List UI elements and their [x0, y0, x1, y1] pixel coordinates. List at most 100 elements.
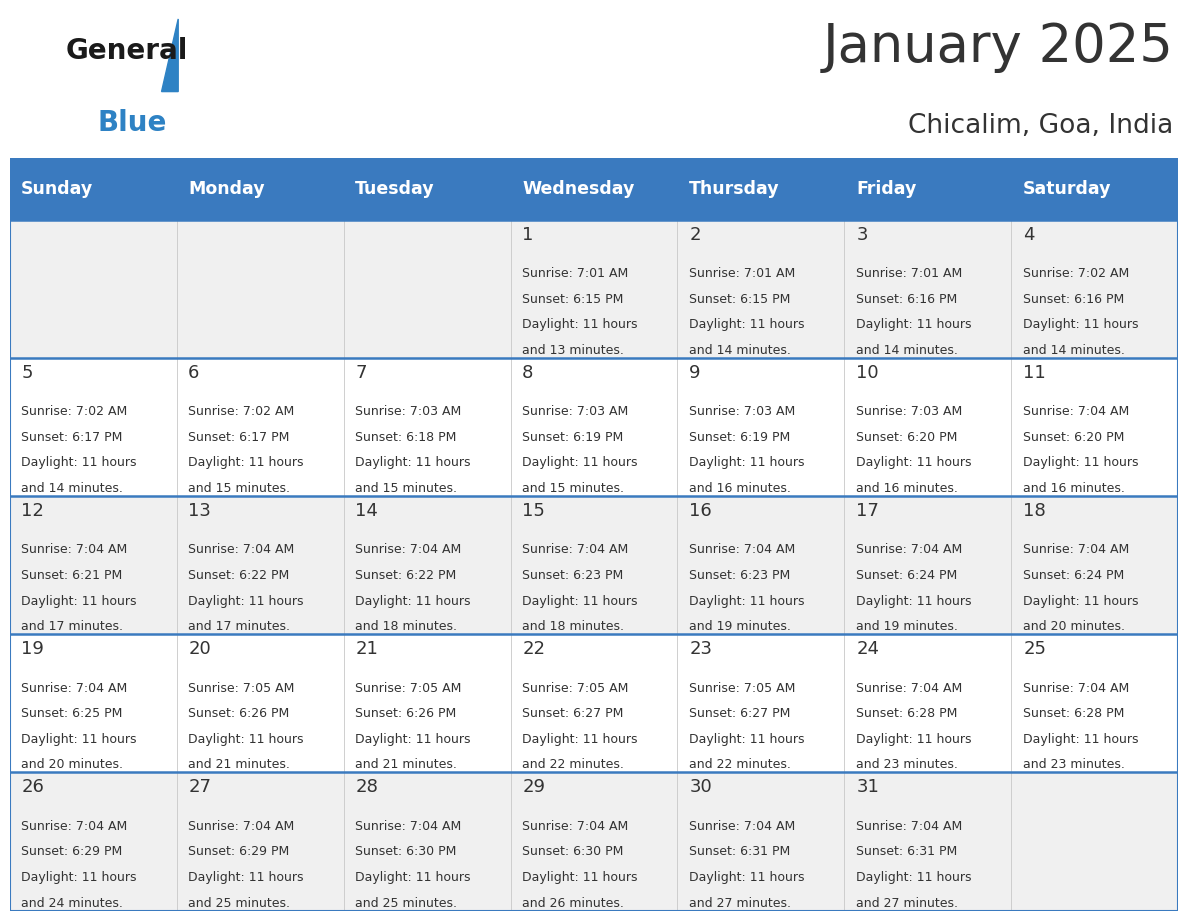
- Text: and 13 minutes.: and 13 minutes.: [523, 343, 624, 357]
- Text: Sunrise: 7:04 AM: Sunrise: 7:04 AM: [1023, 405, 1130, 419]
- Text: Sunset: 6:30 PM: Sunset: 6:30 PM: [355, 845, 456, 858]
- Bar: [511, 634, 677, 772]
- Text: Daylight: 11 hours: Daylight: 11 hours: [1023, 319, 1138, 331]
- Text: and 20 minutes.: and 20 minutes.: [21, 758, 124, 771]
- Text: and 27 minutes.: and 27 minutes.: [857, 897, 959, 910]
- Text: Daylight: 11 hours: Daylight: 11 hours: [21, 456, 137, 469]
- Text: Daylight: 11 hours: Daylight: 11 hours: [689, 595, 804, 608]
- Text: Daylight: 11 hours: Daylight: 11 hours: [188, 871, 304, 884]
- Text: Sunrise: 7:02 AM: Sunrise: 7:02 AM: [21, 405, 127, 419]
- Text: 8: 8: [523, 364, 533, 382]
- Text: Daylight: 11 hours: Daylight: 11 hours: [355, 733, 470, 745]
- Text: and 15 minutes.: and 15 minutes.: [523, 482, 624, 495]
- Text: Daylight: 11 hours: Daylight: 11 hours: [355, 456, 470, 469]
- Text: Daylight: 11 hours: Daylight: 11 hours: [21, 733, 137, 745]
- Text: Thursday: Thursday: [689, 180, 779, 197]
- Text: Daylight: 11 hours: Daylight: 11 hours: [523, 456, 638, 469]
- Text: 10: 10: [857, 364, 879, 382]
- Text: 6: 6: [188, 364, 200, 382]
- Text: Sunrise: 7:04 AM: Sunrise: 7:04 AM: [355, 820, 461, 833]
- Text: and 27 minutes.: and 27 minutes.: [689, 897, 791, 910]
- Text: and 14 minutes.: and 14 minutes.: [21, 482, 124, 495]
- Text: Sunrise: 7:05 AM: Sunrise: 7:05 AM: [523, 682, 628, 695]
- Text: Daylight: 11 hours: Daylight: 11 hours: [1023, 456, 1138, 469]
- Bar: [511, 358, 677, 496]
- Text: Sunrise: 7:04 AM: Sunrise: 7:04 AM: [1023, 543, 1130, 556]
- Text: Blue: Blue: [97, 109, 166, 137]
- Bar: [10, 772, 177, 911]
- Text: and 21 minutes.: and 21 minutes.: [355, 758, 457, 771]
- Text: Sunrise: 7:01 AM: Sunrise: 7:01 AM: [689, 267, 796, 280]
- Text: Sunrise: 7:04 AM: Sunrise: 7:04 AM: [21, 543, 127, 556]
- Text: Daylight: 11 hours: Daylight: 11 hours: [21, 871, 137, 884]
- Text: Sunrise: 7:04 AM: Sunrise: 7:04 AM: [21, 820, 127, 833]
- Bar: [677, 634, 845, 772]
- Text: Sunrise: 7:05 AM: Sunrise: 7:05 AM: [188, 682, 295, 695]
- Text: Sunset: 6:28 PM: Sunset: 6:28 PM: [857, 707, 958, 721]
- Text: and 16 minutes.: and 16 minutes.: [857, 482, 958, 495]
- Text: Sunset: 6:19 PM: Sunset: 6:19 PM: [523, 431, 624, 443]
- Bar: [1011, 358, 1178, 496]
- Bar: [10, 158, 177, 219]
- Text: and 16 minutes.: and 16 minutes.: [689, 482, 791, 495]
- Text: Sunrise: 7:04 AM: Sunrise: 7:04 AM: [523, 820, 628, 833]
- Text: Sunset: 6:26 PM: Sunset: 6:26 PM: [355, 707, 456, 721]
- Text: and 22 minutes.: and 22 minutes.: [689, 758, 791, 771]
- Text: Sunset: 6:29 PM: Sunset: 6:29 PM: [188, 845, 290, 858]
- Bar: [1011, 772, 1178, 911]
- Text: Sunrise: 7:03 AM: Sunrise: 7:03 AM: [355, 405, 461, 419]
- Text: Sunrise: 7:03 AM: Sunrise: 7:03 AM: [689, 405, 796, 419]
- Text: Daylight: 11 hours: Daylight: 11 hours: [355, 595, 470, 608]
- Bar: [177, 358, 343, 496]
- Bar: [677, 219, 845, 358]
- Text: Sunrise: 7:04 AM: Sunrise: 7:04 AM: [355, 543, 461, 556]
- Bar: [845, 158, 1011, 219]
- Text: Sunset: 6:20 PM: Sunset: 6:20 PM: [1023, 431, 1125, 443]
- Text: Daylight: 11 hours: Daylight: 11 hours: [188, 595, 304, 608]
- Text: Sunset: 6:23 PM: Sunset: 6:23 PM: [689, 569, 790, 582]
- Text: 25: 25: [1023, 640, 1047, 658]
- Text: Sunrise: 7:04 AM: Sunrise: 7:04 AM: [1023, 682, 1130, 695]
- Bar: [1011, 158, 1178, 219]
- Bar: [343, 772, 511, 911]
- Text: and 16 minutes.: and 16 minutes.: [1023, 482, 1125, 495]
- Text: Daylight: 11 hours: Daylight: 11 hours: [1023, 595, 1138, 608]
- Bar: [177, 772, 343, 911]
- Polygon shape: [162, 19, 178, 92]
- Text: 1: 1: [523, 226, 533, 243]
- Text: Sunset: 6:15 PM: Sunset: 6:15 PM: [523, 293, 624, 306]
- Text: Sunrise: 7:05 AM: Sunrise: 7:05 AM: [689, 682, 796, 695]
- Text: Sunset: 6:30 PM: Sunset: 6:30 PM: [523, 845, 624, 858]
- Text: Daylight: 11 hours: Daylight: 11 hours: [689, 733, 804, 745]
- Text: Sunset: 6:23 PM: Sunset: 6:23 PM: [523, 569, 624, 582]
- Text: Daylight: 11 hours: Daylight: 11 hours: [857, 456, 972, 469]
- Text: Sunrise: 7:05 AM: Sunrise: 7:05 AM: [355, 682, 462, 695]
- Text: 3: 3: [857, 226, 867, 243]
- Text: and 18 minutes.: and 18 minutes.: [355, 621, 457, 633]
- Text: Sunrise: 7:04 AM: Sunrise: 7:04 AM: [523, 543, 628, 556]
- Bar: [10, 634, 177, 772]
- Text: 19: 19: [21, 640, 44, 658]
- Text: Daylight: 11 hours: Daylight: 11 hours: [857, 871, 972, 884]
- Bar: [10, 358, 177, 496]
- Bar: [845, 634, 1011, 772]
- Bar: [343, 219, 511, 358]
- Text: 11: 11: [1023, 364, 1045, 382]
- Bar: [1011, 219, 1178, 358]
- Text: Sunset: 6:18 PM: Sunset: 6:18 PM: [355, 431, 456, 443]
- Text: and 15 minutes.: and 15 minutes.: [355, 482, 457, 495]
- Text: Sunset: 6:17 PM: Sunset: 6:17 PM: [21, 431, 122, 443]
- Bar: [845, 358, 1011, 496]
- Bar: [845, 219, 1011, 358]
- Text: and 25 minutes.: and 25 minutes.: [188, 897, 290, 910]
- Text: Daylight: 11 hours: Daylight: 11 hours: [689, 456, 804, 469]
- Text: Sunrise: 7:02 AM: Sunrise: 7:02 AM: [188, 405, 295, 419]
- Bar: [677, 496, 845, 634]
- Text: and 14 minutes.: and 14 minutes.: [857, 343, 958, 357]
- Text: Sunrise: 7:04 AM: Sunrise: 7:04 AM: [188, 820, 295, 833]
- Text: and 19 minutes.: and 19 minutes.: [857, 621, 958, 633]
- Text: Sunset: 6:24 PM: Sunset: 6:24 PM: [1023, 569, 1124, 582]
- Text: Daylight: 11 hours: Daylight: 11 hours: [689, 319, 804, 331]
- Text: and 17 minutes.: and 17 minutes.: [188, 621, 290, 633]
- Text: Sunday: Sunday: [21, 180, 94, 197]
